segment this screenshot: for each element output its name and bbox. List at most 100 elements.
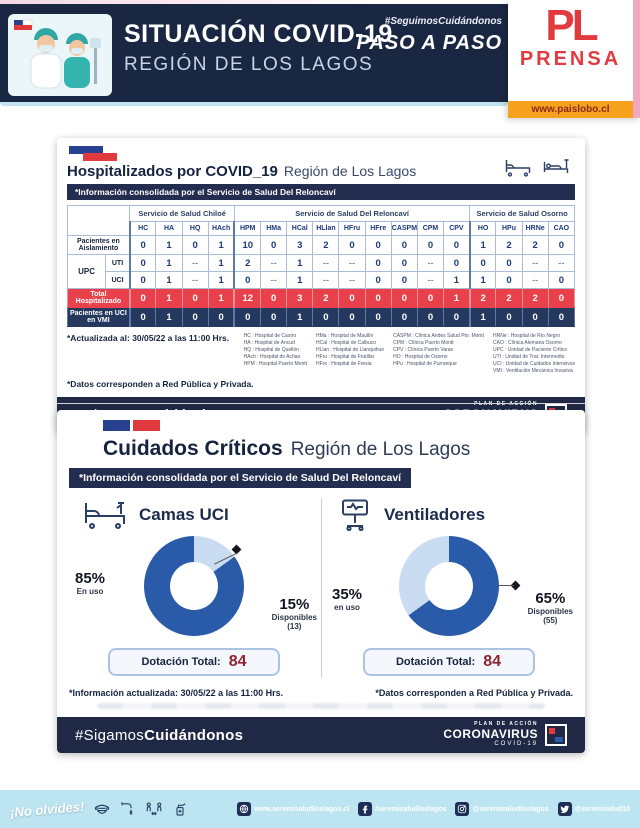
hospitalizados-title: Hospitalizados por COVID_19 Región de Lo… xyxy=(67,159,575,180)
chart-title: Ventiladores xyxy=(384,505,486,524)
table-row-label: UCI xyxy=(105,271,131,289)
social-link-instagram[interactable]: @seremisaludloslagos xyxy=(455,802,549,816)
table-cell: 0 xyxy=(233,307,262,327)
table-row: Total Hospitalizado 0 1 0 1 12 0 3 2 0 0 0 0 1 2 2 2 0 xyxy=(66,288,576,308)
facebook-icon[interactable] xyxy=(358,802,373,816)
legend-line: HPM : Hospital Puerto Montt xyxy=(243,361,307,367)
coronavirus-plan-logo: PLAN DE ACCIÓN CORONAVIRUS COVID-19 xyxy=(443,721,567,748)
press-initials: PL xyxy=(545,1,598,50)
table-col-header: HCal xyxy=(286,221,314,236)
gobierno-logo-icon xyxy=(545,724,567,746)
flag-accent xyxy=(69,146,575,163)
social-link-text[interactable]: @seremisalud10 xyxy=(574,805,630,813)
table-cell: 0 xyxy=(260,288,288,308)
table-cell: 0 xyxy=(521,307,549,327)
hospital-table: Servicio de Salud Chiloé Servicio de Salu… xyxy=(66,205,576,327)
section-divider xyxy=(57,403,585,404)
slice-label-en-uso: 85% En uso xyxy=(75,570,106,596)
table-footnotes: *Actualizada al: 30/05/22 a las 11:00 Hr… xyxy=(67,333,575,375)
table-cell: 0 xyxy=(364,235,392,255)
table-col-header: HO xyxy=(468,221,497,236)
table-cell: 1 xyxy=(155,307,183,327)
legend-line: HFre : Hospital de Fresia xyxy=(316,361,372,367)
table-group-header: Servicio de Salud Del Reloncaví xyxy=(233,205,471,222)
table-cell: 0 xyxy=(338,235,366,255)
press-url[interactable]: www.paislobo.cl xyxy=(508,101,633,118)
table-row-label: Pacientes en Aislamiento xyxy=(66,235,131,255)
table-cell: 1 xyxy=(286,271,314,289)
slice-label-disponibles: 65% Disponibles (55) xyxy=(527,590,573,625)
table-cell: 2 xyxy=(312,288,340,308)
chart-title: Camas UCI xyxy=(139,505,229,524)
updated-label: *Actualizada al: xyxy=(67,333,130,343)
table-cell: 10 xyxy=(233,235,262,255)
slice-label-disponibles: 15% Disponibles (13) xyxy=(271,596,317,631)
table-col-header: HLlan xyxy=(312,221,340,236)
updated-note: *Actualizada al: 30/05/22 a las 11:00 Hr… xyxy=(67,333,229,343)
table-row-label: UPC xyxy=(66,254,107,289)
table-col-header: HAch xyxy=(207,221,235,236)
fine-print-placeholder xyxy=(97,703,545,709)
table-cell: 0 xyxy=(364,271,392,289)
header-wave-decoration xyxy=(0,102,508,106)
ventiladores-header: Ventiladores xyxy=(338,498,575,532)
social-link-text[interactable]: /seremisaludloslagos xyxy=(375,805,447,813)
table-cell: 0 xyxy=(312,307,340,327)
table-col-header: HFre xyxy=(364,221,392,236)
table-cell: 3 xyxy=(286,235,314,255)
twitter-icon[interactable] xyxy=(557,802,572,816)
table-cell: 1 xyxy=(286,307,314,327)
table-cell: -- xyxy=(521,271,549,289)
legend-line: HC : Hospital de Castro xyxy=(243,333,297,339)
table-cell: 0 xyxy=(260,235,288,255)
instagram-icon[interactable] xyxy=(455,802,470,816)
flag-accent xyxy=(103,420,575,431)
uci-bed-icon xyxy=(85,502,125,529)
social-link-text[interactable]: www.seremisaludloslagos.cl xyxy=(254,805,350,813)
table-cell: -- xyxy=(338,254,366,272)
table-cell: 0 xyxy=(338,307,366,327)
table-cell: 1 xyxy=(207,288,235,308)
section-title-rest: Región de Los Lagos xyxy=(290,439,471,460)
social-link-twitter[interactable]: @seremisalud10 xyxy=(557,802,630,816)
table-cell: 1 xyxy=(468,307,497,327)
table-row-label: Total Hospitalizado xyxy=(66,288,131,308)
social-link-facebook[interactable]: /seremisaludloslagos xyxy=(358,802,446,816)
info-strip: *Información consolidada por el Servicio… xyxy=(69,468,412,488)
abbreviations-legend: HC : Hospital de Castro HA : Hospital de … xyxy=(244,333,575,375)
social-link-text[interactable]: @seremisaludloslagos xyxy=(472,805,549,813)
legend-line: HMa : Hospital de Maullín xyxy=(316,333,374,339)
legend-line: VMI : Ventilación Mecánica Invasiva xyxy=(493,368,573,374)
header-banner: SITUACIÓN COVID-19 REGIÓN DE LOS LAGOS #… xyxy=(0,4,508,102)
table-cell: 1 xyxy=(207,271,235,289)
table-cell: -- xyxy=(260,271,288,289)
ventiladores-donut xyxy=(399,536,499,636)
camas-uci-header: Camas UCI xyxy=(83,498,321,532)
table-col-header: HMa xyxy=(260,221,288,236)
table-col-header: HFru xyxy=(338,221,366,236)
table-cell: -- xyxy=(260,254,288,272)
header-hashtag: #SeguimosCuidándonos xyxy=(384,16,502,27)
table-cell: -- xyxy=(547,254,576,272)
press-logo-block[interactable]: PL PRENSA www.paislobo.cl xyxy=(508,0,640,118)
table-cell: 0 xyxy=(547,288,576,308)
table-col-header: HQ xyxy=(181,221,209,236)
footer-bar: ¡No olvides! www.seremisaludloslagos.cl /… xyxy=(0,790,640,828)
section-title-bold: Cuidados Críticos xyxy=(103,437,283,460)
table-cell: 0 xyxy=(364,288,392,308)
table-cell: 12 xyxy=(233,288,262,308)
ventiladores-chart: 35% en uso 65% Disponibles (55) xyxy=(322,532,575,648)
legend-column: HC : Hospital de Castro HA : Hospital de … xyxy=(244,333,307,375)
camas-uci-chart: 85% En uso 15% Disponibles (13) xyxy=(67,532,321,648)
social-link-globe[interactable]: www.seremisaludloslagos.cl xyxy=(237,802,349,816)
table-cell: 2 xyxy=(312,235,340,255)
updated-value: 30/05/22 a las 11:00 Hrs. xyxy=(180,688,284,698)
healthcare-workers-illustration xyxy=(8,14,112,96)
table-col-header: HPM xyxy=(233,221,262,236)
bed-icons-group xyxy=(505,159,569,177)
patient-bed-icon xyxy=(543,159,569,173)
globe-icon[interactable] xyxy=(237,802,252,816)
table-cell: 0 xyxy=(364,254,392,272)
table-group-header: Servicio de Salud Chiloé xyxy=(129,205,235,222)
ventiladores-panel: Ventiladores 35% en uso 65% Disponibles … xyxy=(321,498,575,678)
